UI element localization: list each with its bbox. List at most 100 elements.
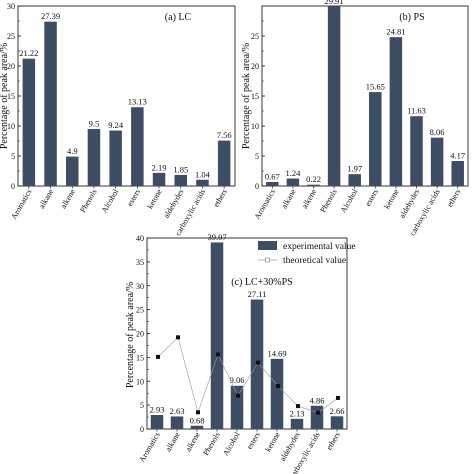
theoretical-point: [156, 354, 160, 359]
theoretical-point: [196, 410, 200, 415]
bar-value-label: 21.22: [19, 48, 38, 58]
bar: [150, 415, 164, 429]
x-category-label: alkene: [184, 430, 202, 453]
y-tick-label: 30: [136, 282, 144, 291]
y-tick-label: 25: [251, 32, 259, 41]
bar: [196, 179, 209, 186]
bar: [266, 181, 279, 186]
bar: [330, 416, 344, 429]
bar-value-label: 29.91: [325, 0, 344, 6]
y-tick-label: 5: [255, 152, 259, 161]
bar-value-label: 9.06: [230, 375, 245, 385]
bar: [310, 405, 324, 429]
bar: [174, 174, 187, 186]
bar: [190, 425, 204, 429]
theoretical-point: [236, 393, 240, 398]
x-category-label: alkane: [37, 187, 55, 210]
x-category-label: esters: [363, 188, 380, 208]
bar: [451, 160, 464, 186]
bar-value-label: 2.93: [150, 405, 165, 415]
bar-value-label: 14.69: [267, 348, 286, 358]
bar: [389, 37, 403, 186]
x-category-label: Alcohol: [339, 187, 360, 214]
bar-value-label: 7.56: [217, 130, 232, 140]
legend-label-experimental: experimental value: [283, 242, 356, 252]
bar: [286, 178, 300, 186]
theoretical-point: [216, 352, 220, 357]
bar: [217, 140, 231, 186]
legend-label-theoretical: theoretical value: [283, 256, 346, 266]
y-tick-label: 0: [11, 182, 15, 191]
y-tick-label: 0: [140, 425, 144, 434]
chart-panel-2: 0 5 10 15 20 25 30 35 40 Percentage of peak area/…: [125, 232, 356, 474]
bar: [109, 130, 122, 186]
bar: [131, 107, 144, 186]
panel-title: (a) LC: [165, 12, 192, 23]
x-category-label: ethers: [445, 188, 462, 209]
x-category-label: aldehydes: [162, 188, 186, 220]
bar-value-label: 39.07: [207, 232, 226, 242]
theoretical-point: [296, 404, 300, 409]
x-category-label: ethers: [212, 188, 229, 209]
bar-value-label: 4.86: [310, 395, 325, 405]
bar-value-label: 2.19: [152, 162, 167, 172]
bar: [170, 416, 184, 429]
y-tick-label: 15: [251, 92, 259, 101]
panel-title: (c) LC+30%PS: [231, 277, 292, 288]
bar-value-label: 9.24: [108, 120, 124, 130]
bar: [270, 358, 284, 429]
y-tick-label: 20: [251, 62, 259, 71]
theoretical-line: [157, 336, 339, 414]
y-tick-label: 5: [140, 401, 144, 410]
bar-value-label: 1.85: [173, 164, 188, 174]
bar: [87, 129, 101, 186]
bar-value-label: 2.13: [290, 408, 305, 418]
x-category-label: ketone: [145, 187, 164, 210]
x-category-label: Phenols: [318, 188, 338, 214]
y-tick-label: 35: [136, 258, 144, 267]
x-category-label: Aromatics: [9, 188, 33, 221]
bar: [290, 418, 304, 429]
y-tick-label: 10: [7, 122, 15, 131]
y-axis-label: Percentage of peak area/%: [125, 282, 136, 388]
y-tick-label: 40: [136, 234, 144, 243]
theoretical-point: [336, 395, 340, 400]
bar-value-label: 1.24: [285, 168, 301, 178]
y-tick-label: 20: [136, 330, 144, 339]
bar-value-label: 8.06: [430, 127, 445, 137]
bar-value-label: 27.39: [41, 11, 60, 21]
x-category-label: ketone: [382, 187, 401, 210]
chart-panel-1: 0 5 10 15 20 25 Percentage of peak area/% (b) P…: [241, 0, 469, 237]
bar: [230, 385, 244, 429]
x-category-label: Phenols: [201, 431, 221, 457]
y-tick-label: 25: [136, 306, 144, 315]
bar: [44, 21, 57, 186]
bar: [307, 184, 320, 186]
x-category-label: esters: [125, 188, 142, 208]
bar-value-label: 0.67: [265, 171, 280, 181]
x-category-label: alkane: [279, 187, 297, 210]
bar-value-label: 0.68: [190, 415, 205, 425]
bar: [430, 137, 444, 186]
legend-swatch-bar: [258, 241, 277, 250]
theoretical-point: [276, 384, 280, 389]
bar-value-label: 0.22: [306, 174, 321, 184]
panel-title: (b) PS: [399, 12, 424, 23]
bar-value-label: 4.9: [67, 146, 78, 156]
theoretical-point: [176, 335, 180, 340]
bar-value-label: 4.17: [450, 150, 465, 160]
bar-value-label: 13.13: [128, 97, 147, 107]
y-tick-label: 30: [7, 2, 15, 11]
bar: [22, 58, 36, 186]
bar: [210, 242, 224, 429]
x-category-label: ethers: [324, 431, 341, 452]
x-category-label: ketone: [263, 430, 282, 453]
theoretical-point: [316, 410, 320, 415]
bar-value-label: 24.81: [386, 27, 405, 37]
y-tick-label: 0: [255, 182, 259, 191]
bar: [66, 156, 79, 186]
bar-value-label: 15.65: [366, 82, 385, 92]
bar-value-label: 1.97: [347, 164, 362, 174]
bar: [369, 92, 382, 186]
